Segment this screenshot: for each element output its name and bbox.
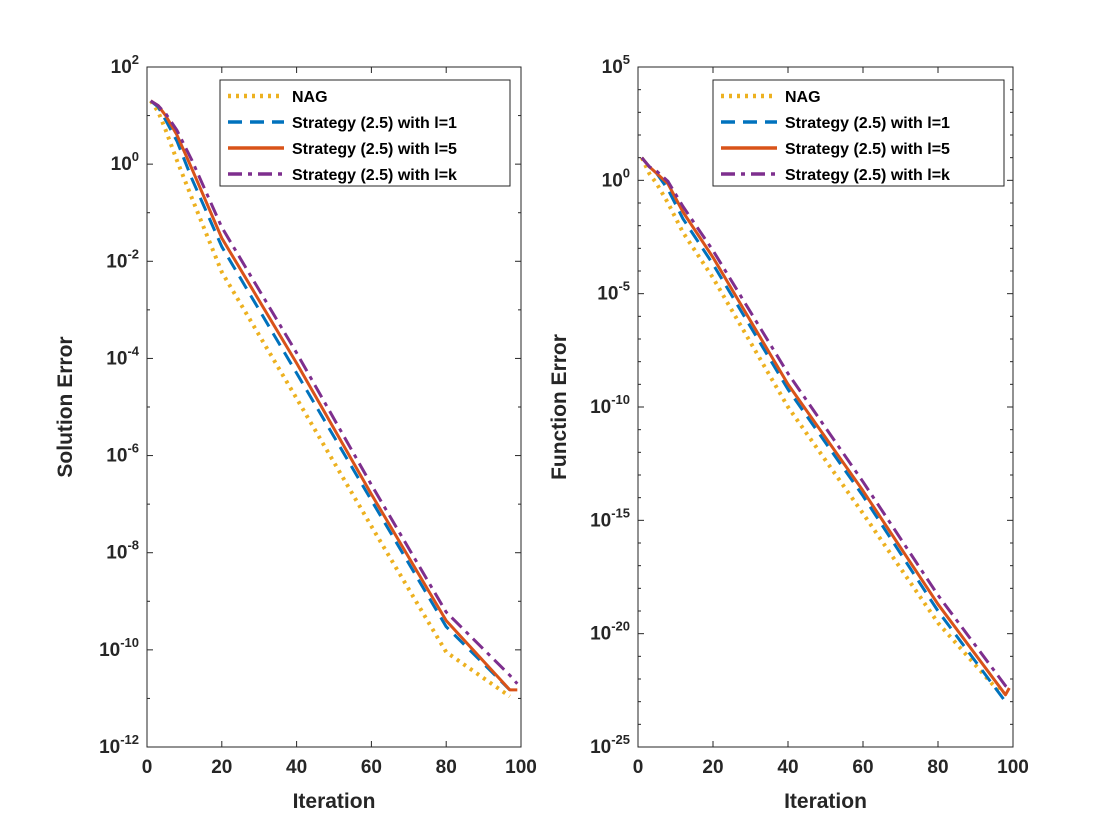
y-tick-label: 10-4	[106, 343, 139, 369]
function-error-panel: 0 20 40 60 80 100 10-25 10-20 10-15 10-10 10-5 100 1…	[548, 52, 1029, 813]
y-tick-label: 10-12	[99, 732, 139, 758]
y-tick-label: 102	[111, 52, 139, 78]
series-line-1	[149, 99, 511, 699]
y-axis-title: Solution Error	[54, 336, 77, 477]
series-line-3	[149, 99, 518, 692]
x-tick-label: 40	[777, 757, 798, 778]
legend-label: Strategy (2.5) with l=1	[785, 115, 950, 132]
y-tick-label: 100	[602, 165, 630, 191]
legend-label: Strategy (2.5) with l=1	[292, 115, 457, 132]
y-tick-label: 10-10	[590, 392, 630, 418]
y-tick-label: 10-15	[590, 505, 630, 531]
x-tick-label: 80	[436, 757, 457, 778]
x-tick-label: 60	[361, 757, 382, 778]
x-tick-label: 0	[142, 757, 153, 778]
series-line-2	[640, 156, 1007, 703]
legend: NAG Strategy (2.5) with l=1 Strategy (2.5)…	[712, 79, 1005, 187]
solution-error-panel: 0 20 40 60 80 100 10-12 10-10 10-8 10-6 10-4 10-2 10…	[54, 52, 537, 813]
y-tick-label: 10-20	[590, 619, 630, 645]
x-tick-label: 20	[211, 757, 232, 778]
y-tick-label: 10-6	[106, 441, 139, 467]
y-tick-label: 105	[602, 52, 630, 78]
series-line-3	[640, 156, 1011, 697]
y-tick-label: 10-5	[597, 279, 630, 305]
y-tick-label: 10-25	[590, 732, 630, 758]
legend-label: NAG	[292, 89, 328, 106]
x-axis-title: Iteration	[293, 790, 376, 813]
x-tick-label: 80	[927, 757, 948, 778]
y-axis-title: Function Error	[548, 334, 571, 480]
series-line-4	[149, 99, 519, 685]
x-tick-label: 40	[286, 757, 307, 778]
x-tick-label: 20	[702, 757, 723, 778]
series-line-2	[149, 99, 511, 691]
y-tick-label: 10-2	[106, 246, 139, 272]
x-tick-label: 0	[633, 757, 644, 778]
legend-label: NAG	[785, 89, 821, 106]
legend: NAG Strategy (2.5) with l=1 Strategy (2.5)…	[219, 79, 511, 187]
series-group	[639, 156, 1011, 703]
series-line-1	[639, 156, 1004, 697]
y-tick-label: 10-8	[106, 538, 139, 564]
legend-label: Strategy (2.5) with l=5	[785, 141, 950, 158]
x-tick-label: 100	[997, 757, 1029, 778]
x-tick-label: 60	[852, 757, 873, 778]
legend-label: Strategy (2.5) with l=k	[785, 167, 950, 184]
y-tick-label: 10-10	[99, 635, 139, 661]
series-group	[149, 99, 519, 699]
x-axis-title: Iteration	[784, 790, 867, 813]
y-tick-label: 100	[111, 149, 139, 175]
legend-label: Strategy (2.5) with l=k	[292, 167, 457, 184]
x-tick-label: 100	[505, 757, 537, 778]
legend-label: Strategy (2.5) with l=5	[292, 141, 457, 158]
